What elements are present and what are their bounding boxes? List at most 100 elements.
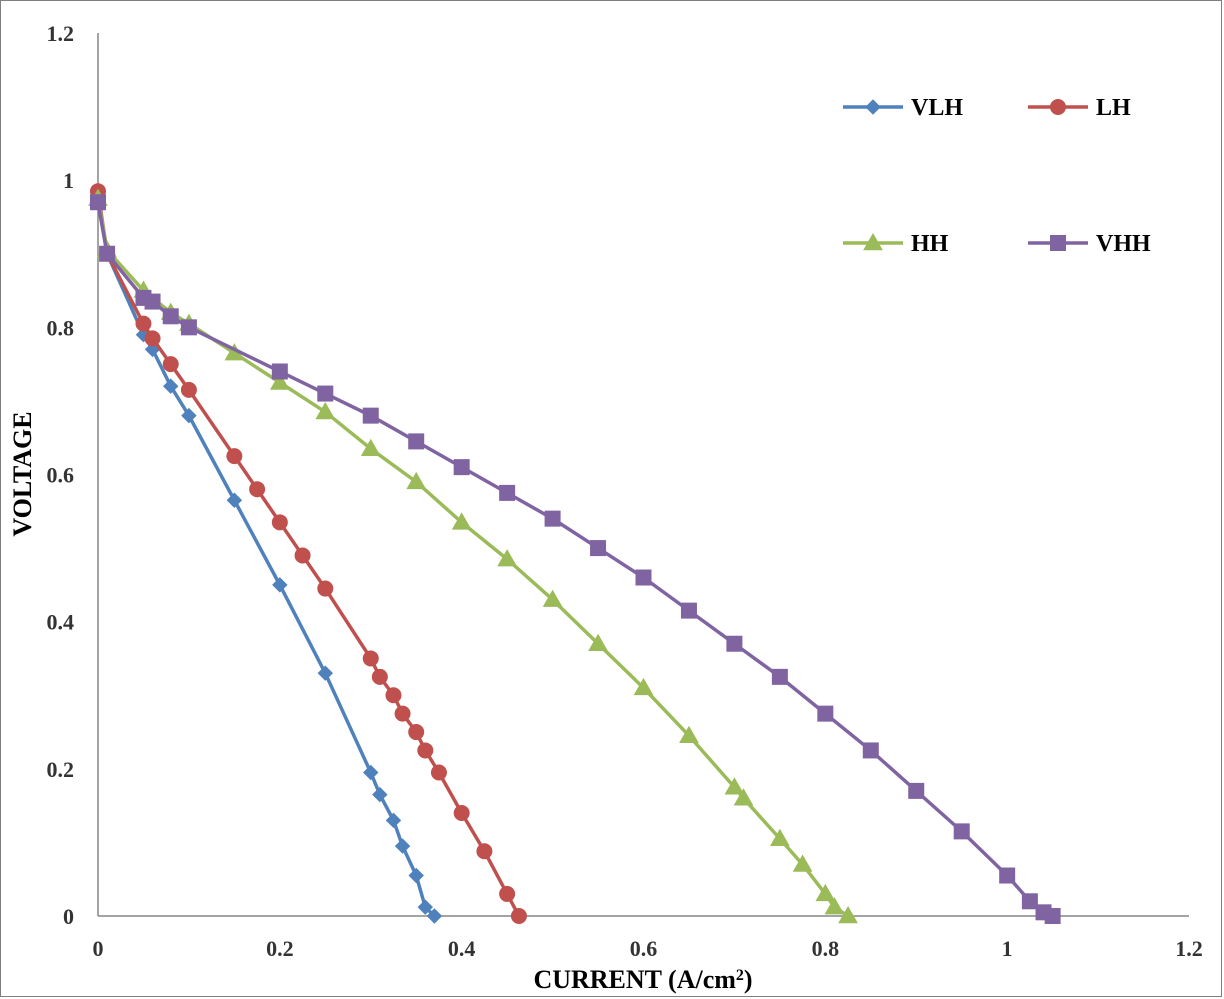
series-lh (90, 183, 527, 924)
y-tick-label: 0.6 (47, 463, 75, 488)
x-tick-label: 0.6 (630, 936, 658, 961)
data-point-hh (679, 725, 699, 743)
data-point-vlh (272, 577, 288, 593)
data-point-vhh (771, 668, 788, 685)
data-point-lh (362, 650, 379, 667)
legend-entry-vhh: VHH (1028, 231, 1151, 257)
data-point-vhh (162, 308, 179, 325)
data-point-vhh (1021, 893, 1038, 910)
data-point-vlh (385, 812, 402, 829)
x-tick-label: 0.2 (266, 936, 294, 961)
y-tick-label: 0.4 (47, 610, 75, 635)
data-point-lh (408, 724, 425, 741)
data-point-vhh (726, 635, 743, 652)
data-point-lh (144, 330, 161, 347)
data-point-vlh (226, 492, 243, 508)
y-tick-label: 0 (63, 904, 74, 929)
series-line-hh (96, 198, 850, 918)
x-tick-label: 1.2 (1175, 936, 1203, 961)
data-point-lh (294, 547, 311, 564)
data-point-vlh (181, 407, 197, 424)
x-axis-title-tail: ) (744, 965, 753, 994)
y-tick-label: 0.2 (47, 757, 75, 782)
x-tick-labels: 0 0.2 0.4 0.6 0.8 1 1.2 (93, 936, 1203, 961)
data-point-hh (360, 438, 381, 456)
data-point-lh (476, 843, 493, 860)
data-point-lh (371, 668, 388, 685)
data-point-lh (317, 580, 334, 597)
x-tick-label: 0.8 (812, 936, 840, 961)
legend-label-lh: LH (1096, 95, 1131, 121)
data-point-vlh (372, 786, 388, 803)
data-point-lh (271, 514, 288, 531)
data-point-vhh (635, 569, 652, 586)
x-tick-label: 0 (93, 936, 104, 961)
data-point-lh (453, 804, 470, 821)
data-point-vhh (817, 705, 834, 722)
y-axis-title: VOLTAGE (8, 411, 37, 536)
data-point-vhh (544, 510, 561, 527)
data-point-vhh (271, 363, 288, 380)
data-point-lh (249, 481, 266, 498)
series-hh (88, 188, 858, 924)
data-point-vlh (163, 378, 179, 394)
data-point-vhh (99, 245, 116, 262)
data-point-vhh (1044, 908, 1061, 924)
data-point-vhh (180, 319, 197, 336)
data-point-vlh (408, 867, 424, 884)
data-point-vlh (426, 908, 443, 924)
data-point-vhh (144, 293, 161, 310)
data-point-vhh (908, 782, 925, 799)
series-line-vhh (96, 201, 1054, 918)
data-point-vhh (408, 433, 425, 450)
x-tick-label: 1 (1002, 936, 1013, 961)
data-point-vhh (862, 742, 879, 759)
data-point-vhh (680, 602, 697, 619)
legend-label-vlh: VLH (911, 95, 963, 121)
data-point-hh (315, 401, 336, 420)
series-layer (88, 183, 1061, 924)
data-point-lh (394, 705, 411, 722)
series-vhh (90, 194, 1061, 924)
data-point-vhh (999, 867, 1016, 884)
data-point-hh (724, 777, 745, 795)
data-point-hh (815, 883, 836, 902)
data-point-hh (451, 512, 472, 530)
data-point-lh (430, 764, 447, 781)
data-point-vhh (590, 540, 607, 557)
series-line-lh (96, 190, 521, 917)
data-point-lh (226, 448, 243, 465)
legend-marker-hh (863, 232, 883, 251)
data-point-lh (417, 742, 434, 759)
y-tick-labels: 0 0.2 0.4 0.6 0.8 1 1.2 (47, 21, 75, 929)
legend-marker-vhh (1050, 235, 1066, 251)
legend-label-hh: HH (911, 231, 949, 257)
data-point-hh (497, 549, 517, 567)
legend-label-vhh: VHH (1096, 231, 1151, 257)
data-point-hh (406, 471, 427, 490)
data-point-vhh (90, 194, 106, 211)
data-point-hh (588, 633, 608, 651)
data-point-vlh (317, 665, 333, 681)
legend-marker-vlh (865, 99, 881, 115)
data-point-lh (180, 381, 197, 398)
data-point-vlh (363, 764, 379, 781)
x-axis-title-main: CURRENT (A/cm (533, 965, 736, 994)
data-point-lh (162, 356, 179, 373)
legend-entry-vlh: VLH (843, 95, 963, 121)
data-point-hh (792, 854, 813, 872)
data-point-vhh (953, 823, 970, 840)
data-point-vhh (362, 407, 379, 424)
y-tick-label: 1.2 (47, 21, 75, 46)
x-axis-title: CURRENT (A/cm2) (533, 965, 752, 994)
data-point-lh (499, 885, 516, 902)
legend-marker-lh (1050, 99, 1066, 115)
data-point-vlh (394, 838, 411, 854)
data-point-hh (269, 372, 290, 390)
axes (97, 33, 1189, 917)
data-point-hh (770, 828, 790, 846)
data-point-vlh (417, 899, 434, 915)
x-tick-label: 0.4 (448, 936, 476, 961)
legend: VLH LH HH VHH (843, 95, 1151, 257)
